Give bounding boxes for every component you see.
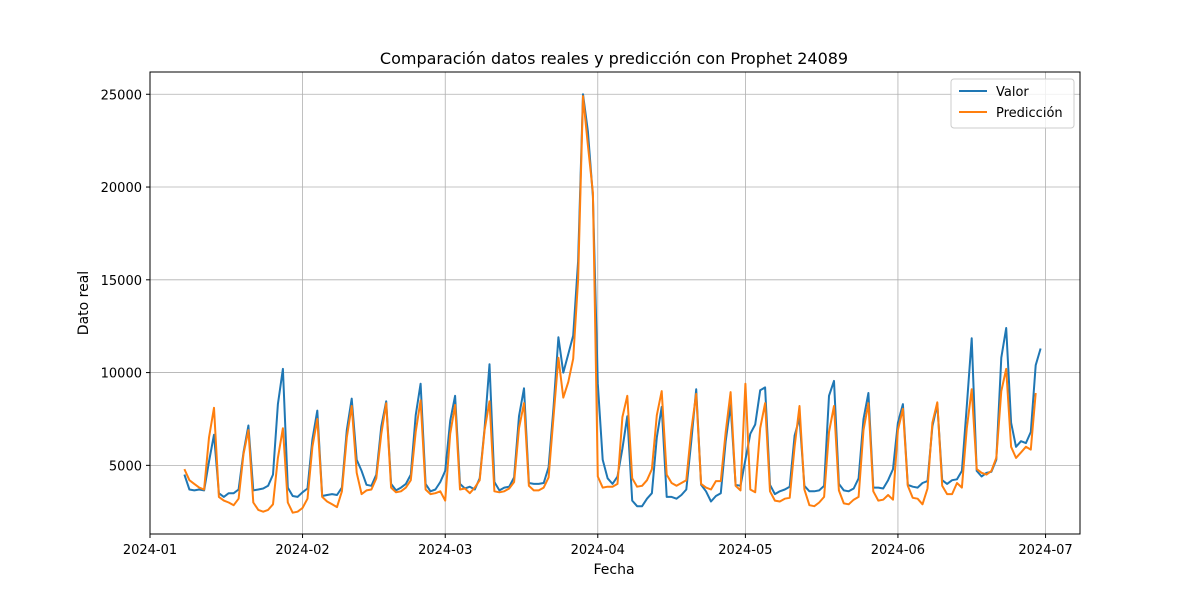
x-tick-label: 2024-07 <box>1018 543 1072 558</box>
y-tick-label: 15000 <box>101 274 142 289</box>
x-tick-label: 2024-06 <box>871 543 925 558</box>
series-line-valor <box>183 93 1042 508</box>
legend-label-prediccion: Predicción <box>996 106 1063 121</box>
grid <box>149 72 1080 534</box>
x-tick-label: 2024-04 <box>571 543 625 558</box>
x-tick-label: 2024-02 <box>275 543 329 558</box>
y-tick-label: 10000 <box>101 367 142 382</box>
x-tick-label: 2024-01 <box>123 543 177 558</box>
x-tick-label: 2024-03 <box>418 543 472 558</box>
series-lines <box>183 93 1042 514</box>
legend-label-valor: Valor <box>996 85 1029 100</box>
plot-frame <box>149 71 1081 535</box>
y-axis-label: Dato real <box>76 271 92 335</box>
series-line-prediccion <box>183 95 1037 514</box>
x-axis-label: Fecha <box>593 562 634 578</box>
y-tick-label: 25000 <box>101 88 142 103</box>
y-axis-ticks: 5000 10000 15000 20000 25000 <box>101 88 150 474</box>
legend: Valor Predicción <box>950 78 1075 129</box>
x-axis-ticks: 2024-01 2024-02 2024-03 2024-04 2024-05 2024-… <box>123 534 1073 558</box>
x-tick-label: 2024-05 <box>718 543 772 558</box>
y-tick-label: 5000 <box>109 459 142 474</box>
y-tick-label: 20000 <box>101 181 142 196</box>
chart-title: Comparación datos reales y predicción co… <box>380 49 848 68</box>
